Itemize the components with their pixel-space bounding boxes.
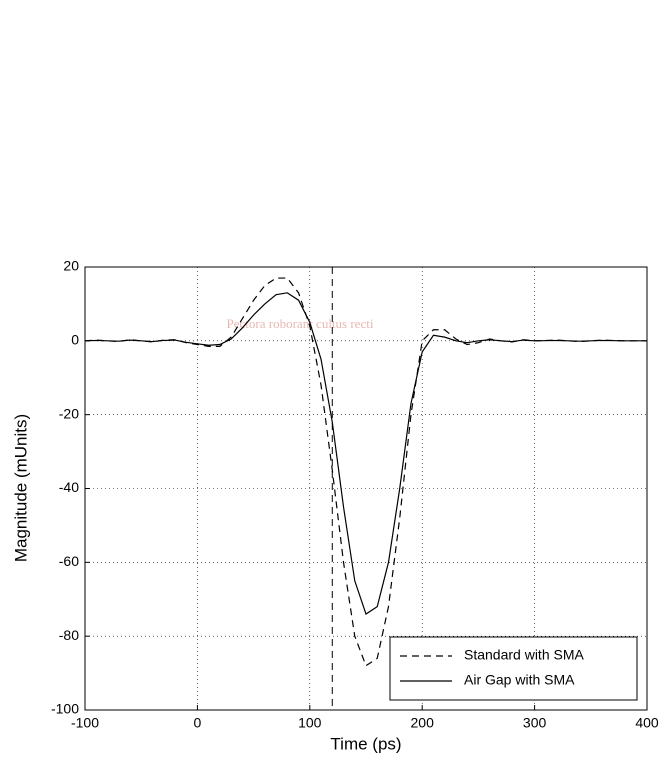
x-tick-label: 100 bbox=[298, 715, 322, 731]
y-tick-label: 20 bbox=[63, 258, 79, 274]
legend-label: Air Gap with SMA bbox=[464, 672, 575, 688]
y-tick-label: -60 bbox=[59, 553, 79, 569]
x-tick-label: 200 bbox=[411, 715, 435, 731]
y-tick-label: 0 bbox=[71, 332, 79, 348]
legend: Standard with SMA Air Gap with SMA bbox=[390, 637, 637, 700]
x-axis-title: Time (ps) bbox=[330, 734, 401, 753]
y-tick-label: -20 bbox=[59, 405, 79, 421]
legend-label: Standard with SMA bbox=[464, 647, 584, 663]
y-axis-title: Magnitude (mUnits) bbox=[11, 414, 30, 562]
x-tick-label: 300 bbox=[523, 715, 547, 731]
watermark: Pectora roborant cultus recti bbox=[227, 316, 374, 331]
series-line bbox=[85, 278, 647, 666]
x-tick-label: -100 bbox=[71, 715, 99, 731]
x-tick-label: 400 bbox=[635, 715, 659, 731]
x-tick-label: 0 bbox=[194, 715, 202, 731]
y-tick-label: -40 bbox=[59, 479, 79, 495]
y-tick-label: -80 bbox=[59, 627, 79, 643]
